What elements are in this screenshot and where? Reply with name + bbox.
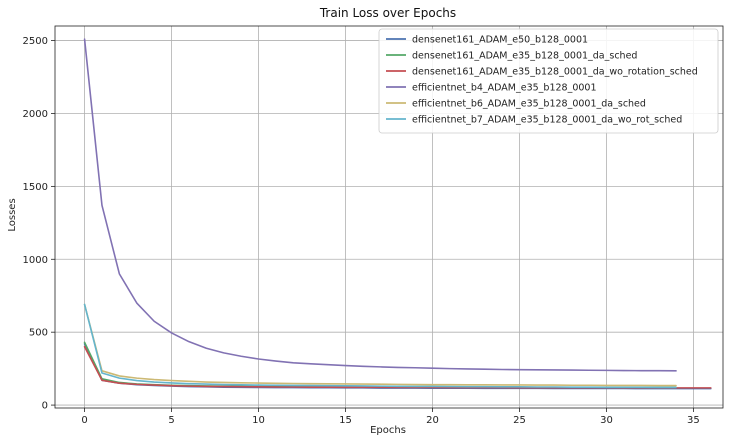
y-tick-label: 1500 xyxy=(23,182,48,193)
legend-entry: efficientnet_b7_ADAM_e35_b128_0001_da_wo… xyxy=(412,115,682,126)
x-tick-label: 35 xyxy=(687,415,700,426)
x-tick-label: 30 xyxy=(600,415,613,426)
legend-entry: efficientnet_b6_ADAM_e35_b128_0001_da_sc… xyxy=(412,99,646,110)
x-tick-label: 20 xyxy=(426,415,439,426)
legend-entry: densenet161_ADAM_e35_b128_0001_da_wo_rot… xyxy=(412,67,698,78)
y-tick-label: 2500 xyxy=(23,36,48,47)
x-tick-label: 5 xyxy=(168,415,174,426)
x-tick-label: 25 xyxy=(513,415,526,426)
series-line-6 xyxy=(83,303,677,389)
x-tick-label: 0 xyxy=(81,415,87,426)
x-axis-label: Epochs xyxy=(370,425,406,436)
series-lines xyxy=(83,38,712,390)
y-tick-label: 0 xyxy=(42,401,48,412)
legend-entry: efficientnet_b4_ADAM_e35_b128_0001 xyxy=(412,83,597,94)
x-tick-label: 10 xyxy=(252,415,265,426)
y-tick-label: 2000 xyxy=(23,109,48,120)
legend-box xyxy=(378,28,719,134)
ticks: 0 5 10 15 20 25 30 35 0 500 1000 1500 2000 2500 xyxy=(23,36,700,426)
legend-entry: densenet161_ADAM_e35_b128_0001_da_sched xyxy=(412,51,637,62)
legend: densenet161_ADAM_e50_b128_0001 densenet16… xyxy=(378,28,719,134)
y-axis-label: Losses xyxy=(7,198,18,231)
y-tick-label: 500 xyxy=(29,328,48,339)
axes-frame xyxy=(54,25,724,409)
series-line-4 xyxy=(83,38,677,372)
y-tick-label: 1000 xyxy=(23,255,48,266)
series-line-5 xyxy=(83,303,677,387)
legend-entry: densenet161_ADAM_e50_b128_0001 xyxy=(412,35,588,46)
x-tick-label: 15 xyxy=(339,415,352,426)
chart-title: Train Loss over Epochs xyxy=(319,6,456,20)
